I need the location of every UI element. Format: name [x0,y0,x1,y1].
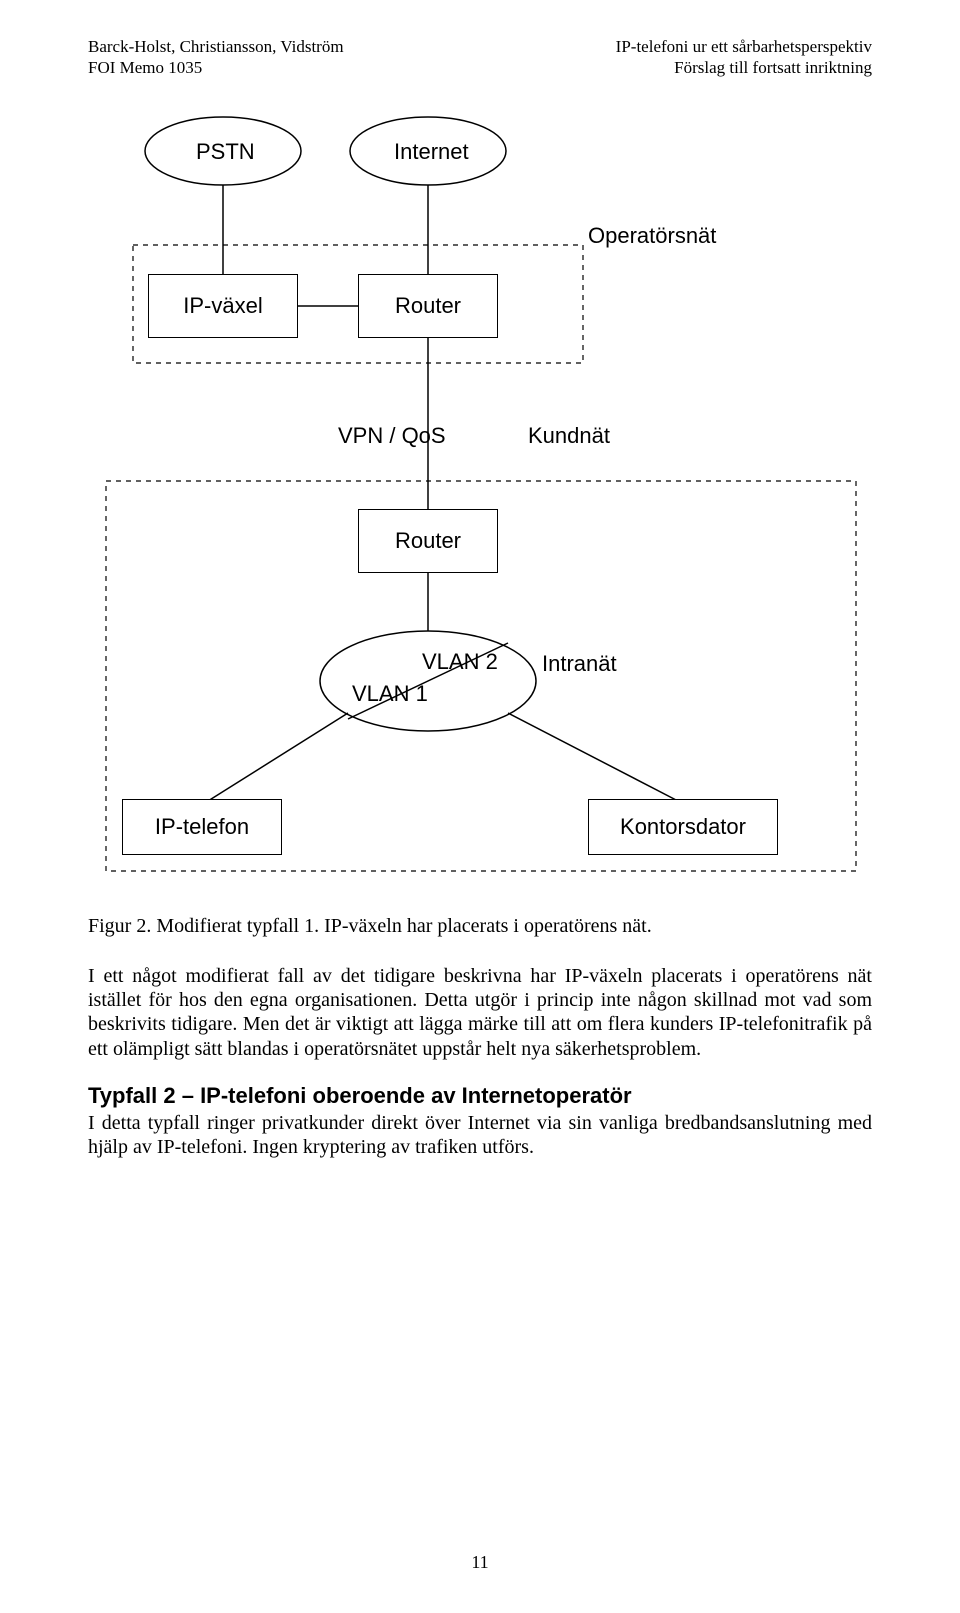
pstn-label: PSTN [196,139,255,165]
page-header: Barck-Holst, Christiansson, Vidström FOI… [88,36,872,79]
header-left-line2: FOI Memo 1035 [88,58,202,77]
internet-label: Internet [394,139,469,165]
vlan2-label: VLAN 2 [422,649,498,675]
header-left-line1: Barck-Holst, Christiansson, Vidström [88,37,344,56]
kontorsdator-label: Kontorsdator [620,814,746,840]
network-diagram: PSTN Internet Operatörsnät IP-växel Rout… [88,111,872,891]
figure-caption: Figur 2. Modifierat typfall 1. IP-växeln… [88,915,872,938]
paragraph-1: I ett något modifierat fall av det tidig… [88,964,872,1062]
router2-label: Router [395,528,461,554]
body-text: I ett något modifierat fall av det tidig… [88,964,872,1160]
typfall2-heading: Typfall 2 – IP-telefoni oberoende av Int… [88,1083,872,1109]
vpn-qos-label: VPN / QoS [338,423,446,449]
header-left: Barck-Holst, Christiansson, Vidström FOI… [88,36,344,79]
intranat-label: Intranät [542,651,617,677]
header-right: IP-telefoni ur ett sårbarhetsperspektiv … [616,36,872,79]
header-right-line2: Förslag till fortsatt inriktning [674,58,872,77]
operatorsnat-label: Operatörsnät [588,223,716,249]
page: Barck-Holst, Christiansson, Vidström FOI… [0,0,960,1613]
ip-vaxel-label: IP-växel [183,293,262,319]
page-number: 11 [0,1552,960,1573]
kundnat-label: Kundnät [528,423,610,449]
router1-label: Router [395,293,461,319]
vlan1-label: VLAN 1 [352,681,428,707]
ip-telefon-box: IP-telefon [122,799,282,855]
kontorsdator-box: Kontorsdator [588,799,778,855]
router2-box: Router [358,509,498,573]
header-right-line1: IP-telefoni ur ett sårbarhetsperspektiv [616,37,872,56]
router1-box: Router [358,274,498,338]
ip-vaxel-box: IP-växel [148,274,298,338]
paragraph-2: I detta typfall ringer privatkunder dire… [88,1111,872,1160]
ip-telefon-label: IP-telefon [155,814,249,840]
